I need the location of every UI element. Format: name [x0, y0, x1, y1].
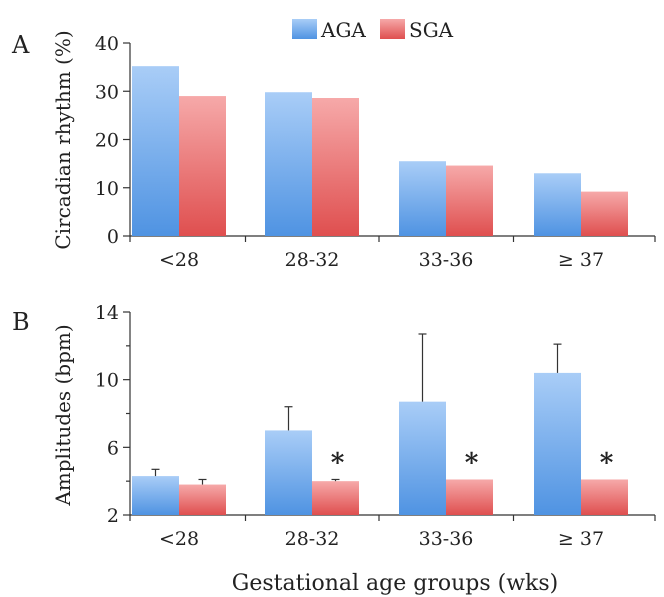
panel-a-bar-chart: A Circadian rhythm (%) 0 10 20 30 40 <28 28-32…	[11, 30, 656, 271]
y-tick-label: 14	[95, 302, 119, 324]
bar-aga	[399, 161, 446, 236]
bar-sga	[446, 479, 493, 515]
bar-aga	[132, 66, 179, 236]
y-tick-label: 40	[95, 33, 119, 55]
x-tick-label: 28-32	[285, 528, 340, 550]
legend-label-aga: AGA	[320, 18, 366, 42]
y-tick-label: 10	[95, 178, 119, 200]
significance-marker: *	[465, 448, 479, 478]
legend: AGA SGA	[292, 18, 454, 42]
x-tick-label: <28	[159, 249, 199, 271]
legend-label-sga: SGA	[409, 18, 454, 42]
y-tick-label: 30	[95, 81, 119, 103]
panel-b-y-axis-title: Amplitudes (bpm)	[51, 324, 75, 506]
bar-sga	[581, 191, 628, 236]
x-tick-label: <28	[159, 528, 199, 550]
y-tick-label: 10	[95, 370, 119, 392]
significance-marker: *	[331, 448, 345, 478]
bar-sga	[312, 98, 359, 236]
bar-aga	[534, 173, 581, 236]
y-tick-label: 2	[107, 505, 119, 527]
legend-swatch-aga	[292, 19, 317, 39]
x-tick-label: ≥ 37	[558, 528, 604, 550]
x-tick-label: 33-36	[419, 528, 474, 550]
bar-sga	[312, 481, 359, 515]
panel-b-bar-chart: B Amplitudes (bpm) 2 6 10 14 <28 28-32 33-36 ≥ …	[12, 302, 656, 550]
panel-b-label: B	[12, 308, 30, 336]
bar-aga	[265, 430, 312, 515]
x-axis-title: Gestational age groups (wks)	[232, 571, 559, 596]
x-tick-label: ≥ 37	[558, 249, 604, 271]
x-tick-label: 33-36	[419, 249, 474, 271]
y-tick-label: 0	[107, 226, 119, 248]
bar-aga	[534, 372, 581, 515]
bar-sga	[179, 484, 226, 515]
bar-aga	[265, 92, 312, 236]
y-tick-label: 20	[95, 130, 119, 152]
legend-swatch-sga	[380, 19, 405, 39]
x-tick-label: 28-32	[285, 249, 340, 271]
y-tick-label: 6	[107, 437, 119, 459]
bar-sga	[179, 96, 226, 236]
panel-a-y-axis-title: Circadian rhythm (%)	[51, 30, 75, 249]
bar-aga	[132, 476, 179, 515]
panel-a-label: A	[11, 31, 30, 59]
bar-aga	[399, 401, 446, 515]
bar-sga	[446, 165, 493, 236]
bar-sga	[581, 479, 628, 515]
significance-marker: *	[600, 448, 614, 478]
